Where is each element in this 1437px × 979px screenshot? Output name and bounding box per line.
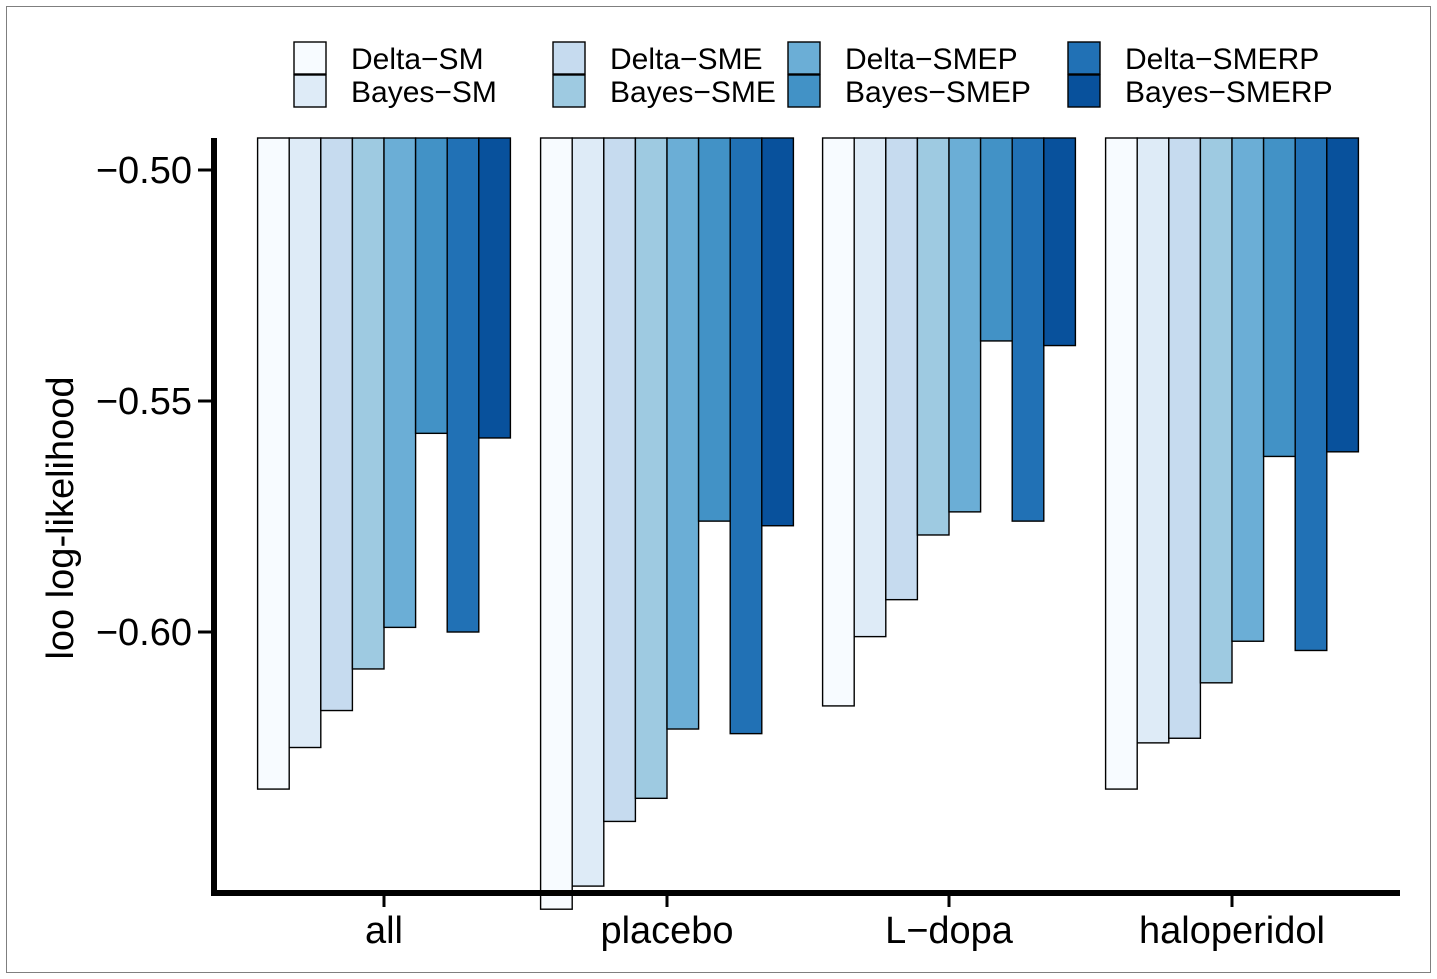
bar-1-6 xyxy=(729,137,763,735)
bar-1-3 xyxy=(634,137,668,800)
bar-3-3 xyxy=(1199,137,1233,684)
x-tick-label-1: placebo xyxy=(600,910,733,952)
bar-0-1 xyxy=(288,137,322,749)
bar-1-0 xyxy=(539,137,573,910)
bar-1-2 xyxy=(603,137,637,823)
legend-label-4: Delta−SMEP xyxy=(845,43,1018,76)
legend-key-4 xyxy=(787,41,821,75)
bar-2-4 xyxy=(948,137,982,513)
bar-2-1 xyxy=(853,137,887,638)
bar-2-3 xyxy=(916,137,950,536)
legend-label-3: Bayes−SME xyxy=(610,76,776,109)
bar-2-0 xyxy=(821,137,855,707)
axes-group: −0.50 −0.55 −0.60 all placebo L−dopa haloperid… xyxy=(96,138,1400,952)
bar-3-5 xyxy=(1262,137,1296,458)
bar-2-5 xyxy=(979,137,1013,342)
bar-3-7 xyxy=(1326,137,1360,453)
legend-label-7: Bayes−SMERP xyxy=(1125,76,1333,109)
legend-key-3 xyxy=(552,74,586,108)
bar-1-1 xyxy=(571,137,605,887)
y-axis-title: loo log-likelihood xyxy=(40,376,82,659)
bar-1-7 xyxy=(761,137,795,527)
x-tick-label-3: haloperidol xyxy=(1139,910,1325,952)
bar-0-7 xyxy=(478,137,512,439)
bar-3-4 xyxy=(1231,137,1265,642)
legend-key-6 xyxy=(1067,41,1101,75)
bar-3-6 xyxy=(1294,137,1328,652)
y-tick-label-1: −0.55 xyxy=(96,381,192,423)
bar-3-0 xyxy=(1104,137,1138,790)
legend-key-7 xyxy=(1067,74,1101,108)
bars-group xyxy=(256,137,1360,910)
legend-label-5: Bayes−SMEP xyxy=(845,76,1031,109)
bar-3-1 xyxy=(1136,137,1170,744)
bar-1-4 xyxy=(666,137,700,730)
legend-key-0 xyxy=(293,41,327,75)
legend-key-1 xyxy=(293,74,327,108)
bar-0-3 xyxy=(351,137,385,670)
bar-2-7 xyxy=(1043,137,1077,347)
x-tick-label-0: all xyxy=(365,910,403,952)
legend-key-2 xyxy=(552,41,586,75)
legend-label-6: Delta−SMERP xyxy=(1125,43,1319,76)
legend-key-5 xyxy=(787,74,821,108)
chart-frame xyxy=(6,6,1431,973)
bar-2-6 xyxy=(1011,137,1045,522)
bar-0-0 xyxy=(256,137,290,790)
bar-3-2 xyxy=(1168,137,1202,739)
legend-label-2: Delta−SME xyxy=(610,43,763,76)
bar-0-5 xyxy=(414,137,448,435)
legend-label-1: Bayes−SM xyxy=(351,76,497,109)
bar-0-4 xyxy=(383,137,417,629)
bar-0-6 xyxy=(446,137,480,633)
x-tick-label-2: L−dopa xyxy=(885,910,1014,952)
y-tick-label-2: −0.60 xyxy=(96,612,192,654)
bar-2-2 xyxy=(885,137,919,601)
legend-label-0: Delta−SM xyxy=(351,43,484,76)
y-tick-label-0: −0.50 xyxy=(96,150,192,192)
bar-0-2 xyxy=(320,137,354,712)
bar-1-5 xyxy=(697,137,731,522)
